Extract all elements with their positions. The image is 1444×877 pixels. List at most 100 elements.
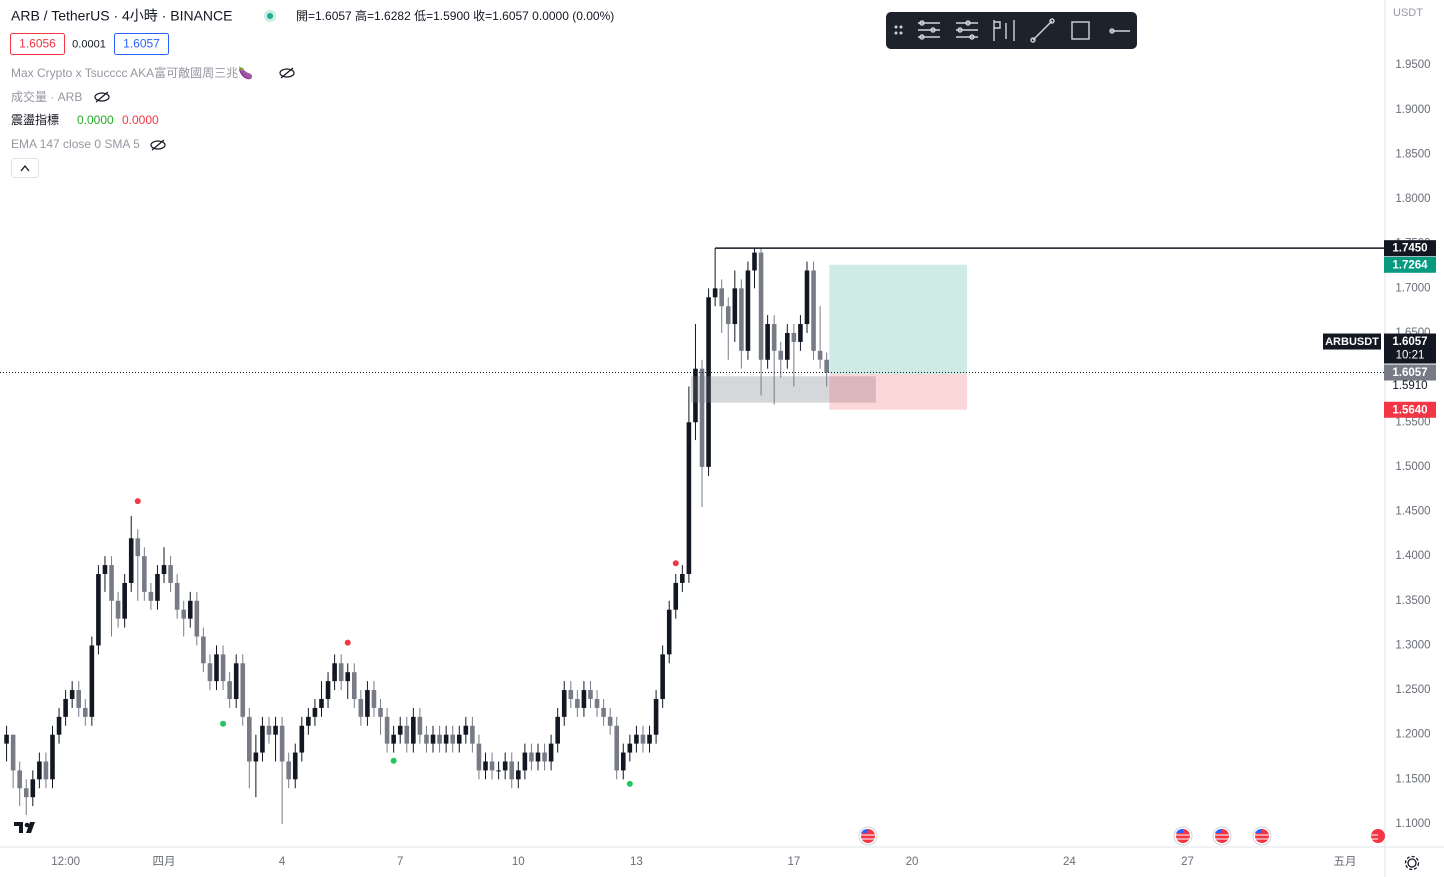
ohlc-values: 開=1.6057 高=1.6282 低=1.5900 收=1.6057 0.00… <box>296 8 614 23</box>
candle-body <box>338 663 344 682</box>
candle-body <box>43 761 49 780</box>
candle-body <box>365 690 370 717</box>
currency-label[interactable]: USDT <box>1393 7 1423 19</box>
y-tick-label: 1.3500 <box>1395 595 1430 607</box>
candle-body <box>135 538 141 557</box>
candle-body <box>148 591 154 601</box>
candle-body <box>63 698 68 717</box>
candle-body <box>798 324 803 342</box>
symbol-price-bg <box>1384 333 1436 364</box>
candle-body <box>640 734 646 744</box>
indicator-name[interactable]: 震盪指標 <box>11 112 59 127</box>
candle-body <box>227 681 232 699</box>
status-dot-inner <box>267 13 273 19</box>
candle-body <box>601 707 606 717</box>
collapse-button[interactable] <box>11 158 39 178</box>
candle-body <box>220 654 226 682</box>
candle-body <box>660 654 665 699</box>
calendar-flags <box>858 826 1385 846</box>
candle-body <box>817 350 823 360</box>
candle-body <box>548 743 554 762</box>
fractal-marker <box>344 639 351 646</box>
price-label-bg <box>1384 401 1436 418</box>
candle-body <box>174 582 180 610</box>
candle-body <box>476 743 482 771</box>
candle-body <box>588 690 593 699</box>
price-label-bg <box>1384 256 1436 273</box>
candle-body <box>778 350 784 360</box>
candle-body <box>470 725 475 744</box>
candle-body <box>653 698 659 735</box>
candle-body <box>155 574 160 601</box>
candle-body <box>706 297 711 467</box>
x-tick-label: 10 <box>512 856 525 868</box>
candle-body <box>555 716 560 744</box>
candle-body <box>194 600 200 637</box>
candle-body <box>128 538 134 583</box>
candle-body <box>207 663 213 682</box>
candle-body <box>325 681 331 699</box>
candle-body <box>260 725 265 753</box>
drawing-toolbar <box>886 12 1137 49</box>
plot <box>0 247 1385 824</box>
candle-body <box>378 707 383 717</box>
candle-body <box>371 690 377 708</box>
candle-body <box>115 600 121 619</box>
candle-body <box>214 654 219 682</box>
candle-body <box>456 734 462 744</box>
y-tick-label: 1.5000 <box>1395 461 1430 473</box>
candle-body <box>430 734 436 744</box>
candle-body <box>247 716 252 762</box>
candle-body <box>581 690 587 708</box>
candle-body <box>30 779 36 798</box>
candle-body <box>561 690 567 717</box>
price-label: 1.7450 <box>1392 243 1427 255</box>
symbol-title[interactable]: ARB / TetherUS · 4小時 · BINANCE <box>11 8 232 24</box>
indicator-name[interactable]: Max Crypto x Tsucccc AKA富可敵國周三兆🍆 <box>11 65 253 80</box>
ask-price: 1.6057 <box>123 37 160 51</box>
zone-box <box>690 376 876 403</box>
candle-body <box>765 324 770 360</box>
candle-body <box>634 734 639 744</box>
candle-body <box>785 332 790 360</box>
candle-body <box>273 725 278 735</box>
indicator-name[interactable]: 成交量 · ARB <box>11 89 82 104</box>
candle-body <box>89 645 95 717</box>
candle-body <box>424 734 429 744</box>
y-tick-label: 1.5500 <box>1395 416 1430 428</box>
candle-body <box>607 716 613 726</box>
candle-body <box>351 672 357 699</box>
y-tick-label: 1.1500 <box>1395 773 1430 785</box>
candle-body <box>614 725 620 771</box>
candle-body <box>319 698 324 708</box>
candle-body <box>391 734 396 744</box>
ask-box[interactable] <box>114 33 169 55</box>
price-label: 1.5910 <box>1392 380 1427 392</box>
candle-body <box>358 698 364 717</box>
candle-body <box>568 690 574 699</box>
candle-body <box>673 582 679 610</box>
y-tick-label: 1.4000 <box>1395 550 1430 562</box>
candle-body <box>699 368 705 467</box>
x-tick-label: 27 <box>1181 856 1194 868</box>
candle-body <box>233 663 239 699</box>
indicator-name[interactable]: EMA 147 close 0 SMA 5 <box>11 137 140 151</box>
candle-body <box>542 752 547 762</box>
candle-body <box>529 752 534 762</box>
candle-body <box>299 725 305 753</box>
candle-body <box>279 725 285 762</box>
x-tick-label: 7 <box>397 856 403 868</box>
candle-body <box>253 752 259 762</box>
settings-icon[interactable] <box>1404 855 1420 871</box>
indicator-value: 0.0000 <box>77 113 114 127</box>
candle-body <box>76 690 82 708</box>
candle-body <box>771 324 777 351</box>
candle-body <box>161 565 167 575</box>
candle-body <box>725 306 731 325</box>
bid-box[interactable] <box>10 33 65 55</box>
fractal-marker <box>390 757 397 764</box>
y-tick-label: 1.8500 <box>1395 148 1430 160</box>
candle-body <box>791 332 797 342</box>
